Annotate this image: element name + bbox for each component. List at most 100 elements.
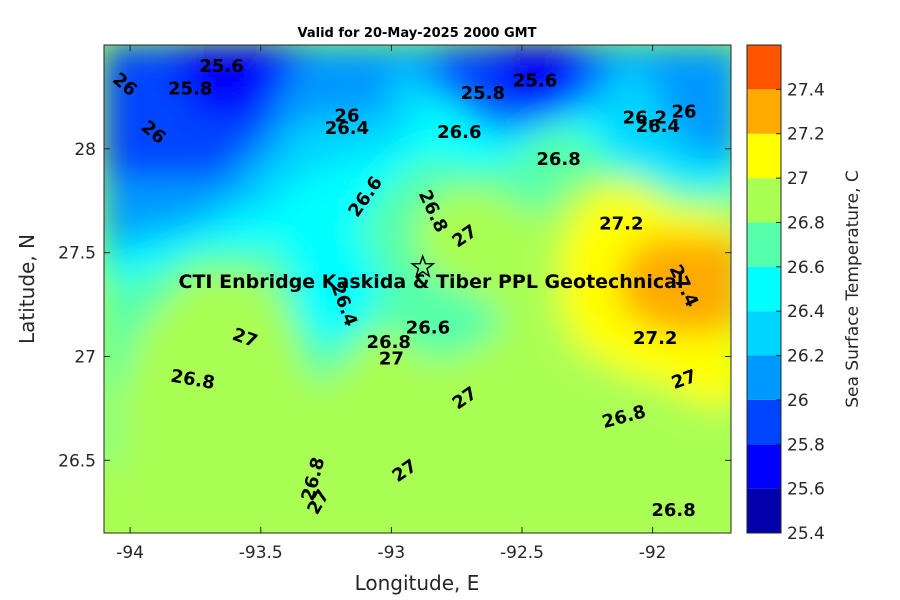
field-cell [716,237,729,250]
field-cell [212,189,225,202]
field-cell [428,333,441,346]
field-cell [212,201,225,214]
field-cell [128,393,141,406]
field-cell [524,129,537,142]
field-cell [536,81,549,94]
field-cell [176,429,189,442]
field-cell [356,309,369,322]
field-cell [560,117,573,130]
field-cell [500,441,513,454]
field-cell [500,213,513,226]
field-cell [632,93,645,106]
field-cell [140,69,153,82]
field-cell [260,333,273,346]
field-cell [392,321,405,334]
field-cell [284,441,297,454]
field-cell [716,321,729,334]
field-cell [140,81,153,94]
field-cell [536,285,549,298]
field-cell [632,273,645,286]
field-cell [560,201,573,214]
field-cell [152,237,165,250]
field-cell [128,465,141,478]
field-cell [260,45,273,58]
field-cell [620,81,633,94]
field-cell [596,81,609,94]
field-cell [656,273,669,286]
field-cell [416,297,429,310]
field-cell [224,333,237,346]
field-cell [404,81,417,94]
field-cell [680,393,693,406]
field-cell [416,477,429,490]
field-cell [188,213,201,226]
field-cell [272,69,285,82]
field-cell [524,117,537,130]
field-cell [464,189,477,202]
field-cell [560,525,573,533]
field-cell [416,453,429,466]
field-cell [128,489,141,502]
field-cell [572,441,585,454]
field-cell [296,213,309,226]
field-cell [596,69,609,82]
field-cell [260,177,273,190]
field-cell [428,309,441,322]
field-cell [224,153,237,166]
field-cell [308,225,321,238]
field-cell [284,501,297,514]
field-cell [236,177,249,190]
field-cell [140,345,153,358]
field-cell [296,417,309,430]
contour-label: 25.8 [168,79,212,100]
field-cell [464,57,477,70]
field-cell [104,345,117,358]
field-cell [380,321,393,334]
field-cell [644,513,657,526]
field-cell [668,177,681,190]
field-cell [380,141,393,154]
field-cell [368,345,381,358]
field-cell [440,273,453,286]
field-cell [332,93,345,106]
field-cell [272,57,285,70]
field-cell [296,177,309,190]
field-cell [368,69,381,82]
field-cell [428,405,441,418]
field-cell [428,129,441,142]
field-cell [416,489,429,502]
field-cell [644,249,657,262]
field-cell [668,117,681,130]
field-cell [260,273,273,286]
field-cell [164,393,177,406]
field-cell [164,153,177,166]
field-cell [524,429,537,442]
field-cell [260,237,273,250]
field-cell [464,417,477,430]
field-cell [392,153,405,166]
field-cell [380,189,393,202]
field-cell [668,273,681,286]
field-cell [332,393,345,406]
field-cell [320,477,333,490]
field-cell [644,129,657,142]
field-cell [428,249,441,262]
field-cell [716,213,729,226]
field-cell [464,393,477,406]
field-cell [344,45,357,58]
field-cell [548,201,561,214]
field-cell [500,525,513,533]
field-cell [476,141,489,154]
field-cell [176,117,189,130]
field-cell [380,153,393,166]
field-cell [680,213,693,226]
field-cell [128,453,141,466]
field-cell [224,237,237,250]
field-cell [572,45,585,58]
field-cell [512,177,525,190]
field-cell [140,237,153,250]
field-cell [404,249,417,262]
field-cell [440,225,453,238]
field-cell [500,93,513,106]
field-cell [572,393,585,406]
